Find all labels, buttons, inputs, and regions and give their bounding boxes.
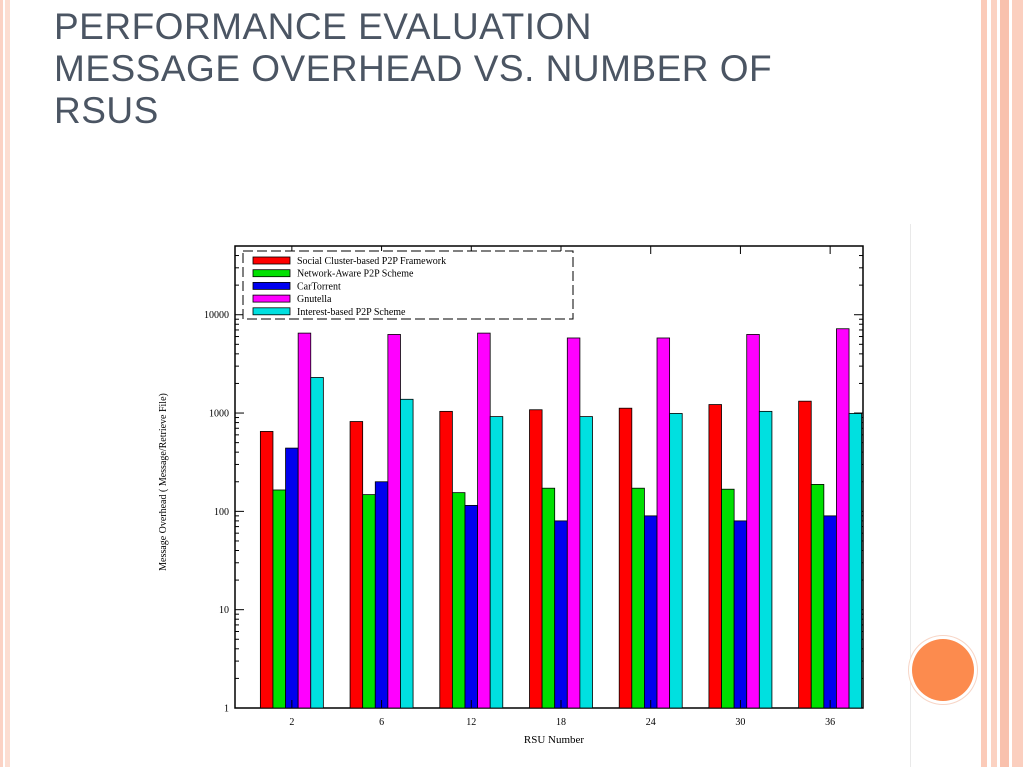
left-decorative-stripe [0,0,10,767]
bar [374,481,389,709]
legend-swatch [252,256,291,265]
slide-title-line: RSUS [54,90,159,131]
legend-swatch [252,282,291,290]
x-axis-label: RSU Number [524,734,585,746]
bar [285,447,299,709]
x-tick-label: 30 [735,717,745,728]
bar [272,489,286,709]
right-decorative-stripes [975,0,1023,767]
bar [541,487,556,709]
x-tick-label: 2 [289,717,294,728]
bar [387,334,401,709]
bar [400,398,414,709]
bar [631,487,645,709]
bar [644,515,658,709]
legend-label: Gnutella [297,294,332,305]
bar [529,409,543,709]
slide-title-line: PERFORMANCE EVALUATION [54,6,592,47]
y-tick-label: 1 [224,704,229,715]
x-tick-label: 18 [556,717,566,728]
x-tick-label: 6 [379,717,384,728]
bar [464,504,478,709]
bar [656,337,671,709]
bar [758,410,773,709]
bar [669,413,683,709]
bar [566,337,581,709]
y-tick-label: 100 [214,507,229,518]
decorative-circle [912,639,974,701]
legend-swatch [252,294,291,303]
y-tick-label: 10 [219,605,229,616]
y-tick-label: 1000 [209,409,229,420]
legend-box [242,250,574,320]
legend-label: Social Cluster-based P2P Framework [297,256,446,267]
bar [618,407,633,709]
bar [362,494,376,709]
bar [579,416,593,709]
legend-label: Network-Aware P2P Scheme [297,269,414,280]
decorative-divider [910,224,911,767]
bar [733,520,748,709]
bar [451,492,466,709]
bar [746,334,760,709]
legend-label: Interest-based P2P Scheme [297,307,406,318]
bar [477,332,491,709]
slide-title-line: MESSAGE OVERHEAD VS. NUMBER OF [54,48,773,89]
x-tick-label: 24 [646,717,656,728]
bar-chart: 1 10 100 1000 10000 2 6 12 18 24 30 36 RSU Number Mes… [158,245,864,746]
bar [721,488,735,709]
bar [848,413,863,709]
bar [310,377,324,709]
y-axis-label: Message Overhead ( Message/Retrieve File… [158,393,169,571]
legend-swatch [252,269,291,278]
bar [836,328,850,709]
bar [798,400,812,709]
bar [823,515,837,709]
x-tick-label: 12 [466,717,476,728]
bar [259,431,274,709]
bar [708,404,722,709]
bar [810,484,825,709]
bar [439,410,453,709]
bar [489,416,504,709]
legend-label: CarTorrent [297,281,341,292]
bar [554,520,568,709]
y-tick-label: 10000 [204,310,229,321]
slide-title: PERFORMANCE EVALUATION MESSAGE OVERHEAD … [54,6,934,132]
bar [349,421,364,709]
legend-swatch [252,307,291,316]
x-tick-label: 36 [825,717,835,728]
bar [297,332,312,709]
